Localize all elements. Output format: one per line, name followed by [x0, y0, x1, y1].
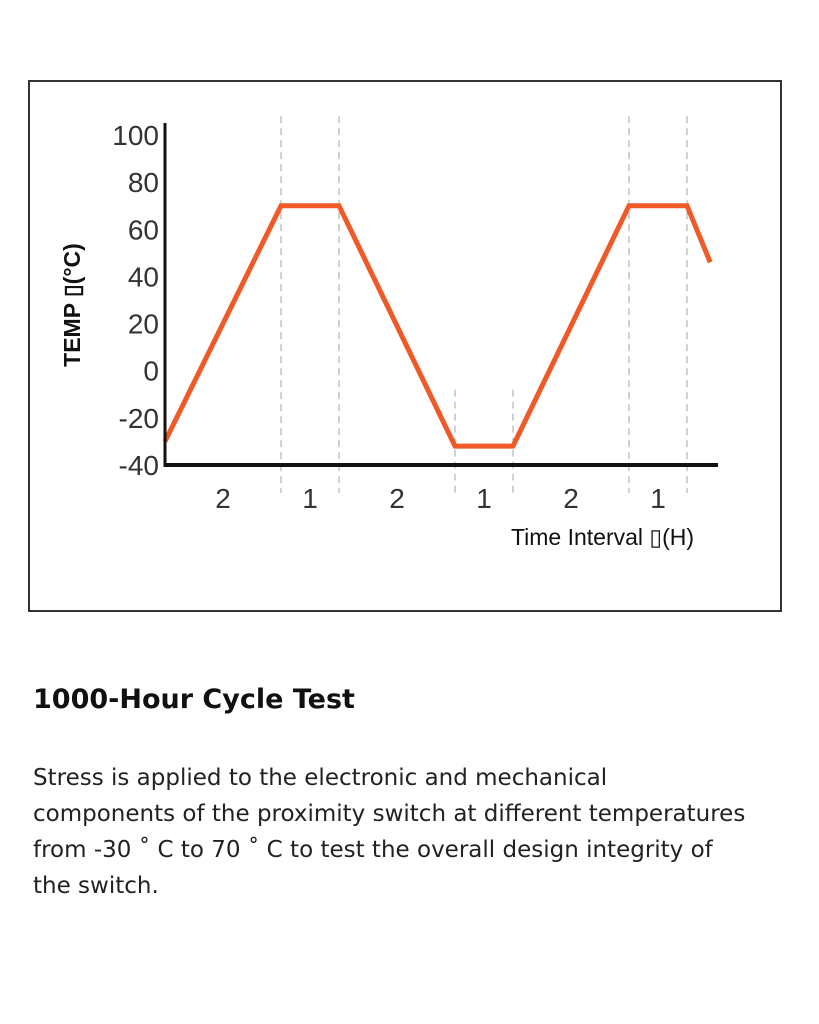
y-tick-label: 60 — [128, 214, 159, 245]
temperature-cycle-chart: 100 80 60 40 20 0 -20 -40 2 1 2 1 2 1 Time Interval ▯(… — [59, 116, 718, 550]
x-interval-label: 1 — [476, 483, 492, 514]
x-interval-label: 2 — [563, 483, 579, 514]
y-tick-label: 40 — [128, 261, 159, 292]
y-tick-label: 100 — [112, 120, 159, 151]
x-interval-label: 1 — [302, 483, 318, 514]
section-heading: 1000-Hour Cycle Test — [33, 684, 355, 715]
y-tick-label: -20 — [119, 403, 159, 434]
description-text: Stress is applied to the electronic and … — [33, 765, 746, 899]
x-axis-label: Time Interval ▯(H) — [511, 524, 694, 550]
y-tick-label: 0 — [143, 356, 159, 387]
y-axis-label: TEMP ▯(°C) — [59, 243, 85, 367]
x-interval-label: 2 — [215, 483, 231, 514]
temperature-series-line — [162, 203, 713, 449]
y-tick-label: 80 — [128, 167, 159, 198]
y-tick-label: -40 — [119, 450, 159, 481]
chart-frame: 100 80 60 40 20 0 -20 -40 2 1 2 1 2 1 Time Interval ▯(… — [28, 80, 782, 612]
x-interval-label: 2 — [389, 483, 405, 514]
x-interval-label: 1 — [650, 483, 666, 514]
y-tick-label: 20 — [128, 309, 159, 340]
